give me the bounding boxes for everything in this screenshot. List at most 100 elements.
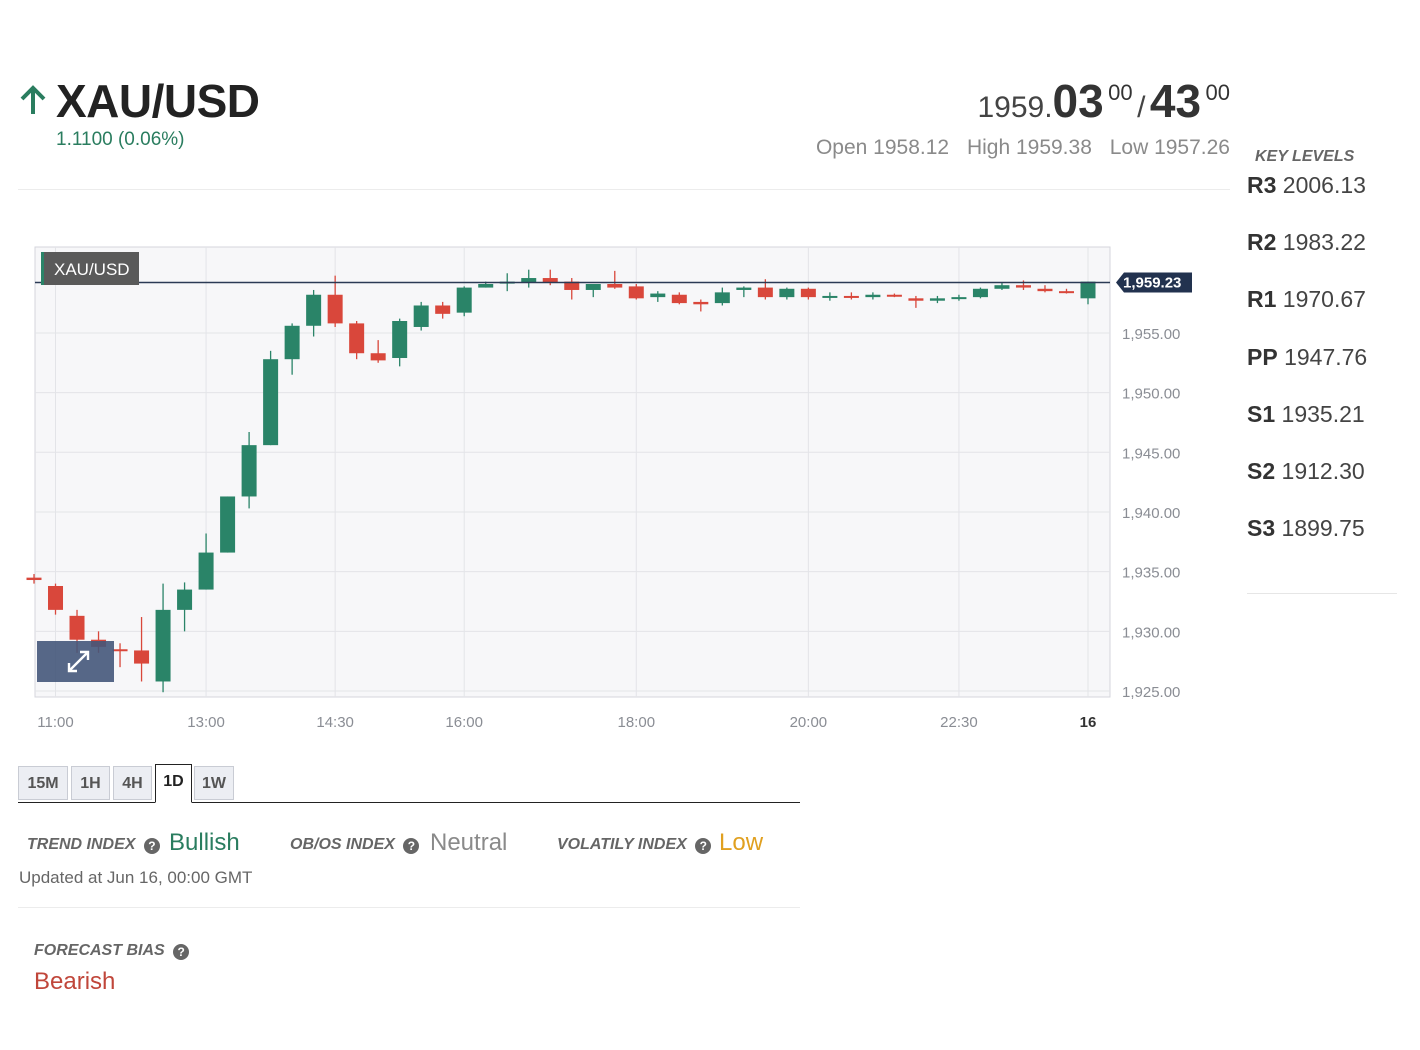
- last-price-tag: [1116, 272, 1192, 293]
- obos-index-value: Neutral: [430, 829, 508, 856]
- price-change: 1.1100 (0.06%): [56, 129, 185, 150]
- key-level-pp: PP 1947.76: [1247, 344, 1367, 371]
- plot-area: [34, 246, 1111, 698]
- candle-body: [48, 585, 64, 610]
- candle-body: [843, 295, 859, 298]
- question-circle-icon[interactable]: ?: [403, 838, 420, 854]
- x-tick-label: 22:30: [940, 714, 978, 731]
- y-tick-label: 1,930.00: [1122, 624, 1180, 641]
- candle-body: [155, 609, 171, 682]
- x-tick-label: 16:00: [445, 714, 483, 731]
- key-level-name: S1: [1247, 400, 1276, 427]
- y-tick-label: 1,945.00: [1122, 445, 1180, 462]
- key-level-r2: R2 1983.22: [1247, 229, 1366, 256]
- header-divider: [18, 189, 1230, 190]
- ask-pips: 43: [1149, 75, 1202, 127]
- candle-body: [822, 295, 838, 298]
- y-tick-label: 1,940.00: [1122, 505, 1180, 522]
- key-level-value: 2006.13: [1282, 172, 1366, 198]
- key-level-name: S3: [1247, 515, 1276, 542]
- key-levels-title: KEY LEVELS: [1255, 148, 1355, 165]
- open-stat: Open 1958.12: [815, 136, 950, 159]
- expand-button[interactable]: [37, 641, 114, 682]
- quote-separator: /: [1137, 91, 1146, 124]
- x-tick-label: 14:30: [316, 714, 354, 731]
- candle-body: [542, 278, 558, 283]
- key-level-value: 1947.76: [1284, 343, 1368, 370]
- updated-timestamp: Updated at Jun 16, 00:00 GMT: [19, 868, 253, 887]
- candle-body: [1037, 288, 1053, 292]
- candle-body: [1015, 285, 1031, 288]
- y-tick-label: 1,955.00: [1122, 326, 1180, 343]
- bid-main: 1959.: [977, 91, 1053, 124]
- expand-arrows-icon[interactable]: [67, 650, 90, 673]
- bid-fraction: 00: [1108, 80, 1133, 105]
- candle-body: [134, 650, 150, 664]
- legend-badge: [41, 252, 139, 285]
- key-level-value: 1970.67: [1282, 286, 1366, 313]
- question-circle-icon[interactable]: ?: [695, 838, 712, 854]
- x-tick-label: 13:00: [187, 714, 225, 731]
- high-stat: High 1959.38: [966, 136, 1092, 159]
- candle-body: [435, 305, 451, 314]
- key-level-r3: R3 2006.13: [1247, 172, 1366, 199]
- candle-body: [263, 359, 279, 446]
- ohl-stats: Open 1958.12 High 1959.38 Low 1957.26: [804, 136, 1230, 160]
- legend-accent: [41, 252, 44, 285]
- candle-body: [177, 589, 193, 610]
- candle-body: [521, 278, 537, 283]
- candle-body: [392, 321, 408, 359]
- tab-1d[interactable]: 1D: [155, 764, 192, 803]
- key-level-s3: S3 1899.75: [1247, 515, 1365, 542]
- candle-body: [929, 298, 945, 301]
- question-circle-icon[interactable]: ?: [143, 838, 160, 854]
- candle-body: [413, 305, 429, 327]
- key-level-value: 1912.30: [1281, 458, 1365, 484]
- volatility-index-value: Low: [719, 829, 764, 856]
- x-tick-label: 18:00: [618, 714, 656, 731]
- key-level-s2: S2 1912.30: [1247, 458, 1365, 485]
- candle-body: [564, 281, 580, 290]
- candle-body: [736, 287, 752, 290]
- key-level-value: 1899.75: [1281, 515, 1365, 542]
- price-chart[interactable]: 1,925.00 1,930.00 1,935.00 1,940.00 1,945.00…: [0, 230, 1240, 740]
- candle-body: [757, 287, 773, 298]
- candle-body: [112, 649, 128, 652]
- key-level-value: 1983.22: [1282, 229, 1366, 256]
- candle-body: [800, 288, 816, 298]
- key-level-name: R2: [1247, 229, 1277, 256]
- tab-1h[interactable]: 1H: [71, 766, 110, 800]
- candle-body: [779, 288, 795, 298]
- candle-body: [198, 552, 214, 590]
- y-tick-label: 1,925.00: [1122, 684, 1180, 701]
- symbol-title: XAU/USD: [56, 75, 260, 127]
- candle-body: [306, 294, 322, 326]
- candle-body: [26, 577, 42, 581]
- candle-body: [370, 353, 386, 361]
- candle-body: [69, 615, 85, 640]
- x-tick-label: 20:00: [790, 714, 828, 731]
- question-circle-icon[interactable]: ?: [173, 944, 190, 960]
- candle-body: [585, 284, 601, 290]
- trend-index-label: TREND INDEX ?: [27, 836, 160, 854]
- tab-4h[interactable]: 4H: [113, 766, 152, 800]
- x-tick-label: 11:00: [37, 714, 73, 731]
- volatility-index-label: VOLATILY INDEX ?: [557, 836, 712, 854]
- candle-body: [951, 297, 967, 300]
- legend-label: XAU/USD: [54, 260, 130, 279]
- candle-body: [478, 284, 494, 288]
- candle-body: [349, 323, 365, 354]
- candle-body: [284, 325, 300, 360]
- candle-body: [671, 294, 687, 304]
- low-stat: Low 1957.26: [1109, 136, 1230, 159]
- tab-1w[interactable]: 1W: [194, 766, 234, 800]
- ask-fraction: 00: [1205, 80, 1230, 105]
- candle-body: [628, 286, 644, 299]
- key-level-r1: R1 1970.67: [1247, 286, 1366, 313]
- candle-body: [327, 294, 343, 324]
- last-price-label: 1,959.23: [1123, 274, 1181, 291]
- y-tick-label: 1,935.00: [1122, 565, 1180, 582]
- tab-15m[interactable]: 15M: [18, 766, 68, 800]
- key-levels-divider: [1247, 593, 1397, 594]
- indices-divider: [18, 907, 800, 908]
